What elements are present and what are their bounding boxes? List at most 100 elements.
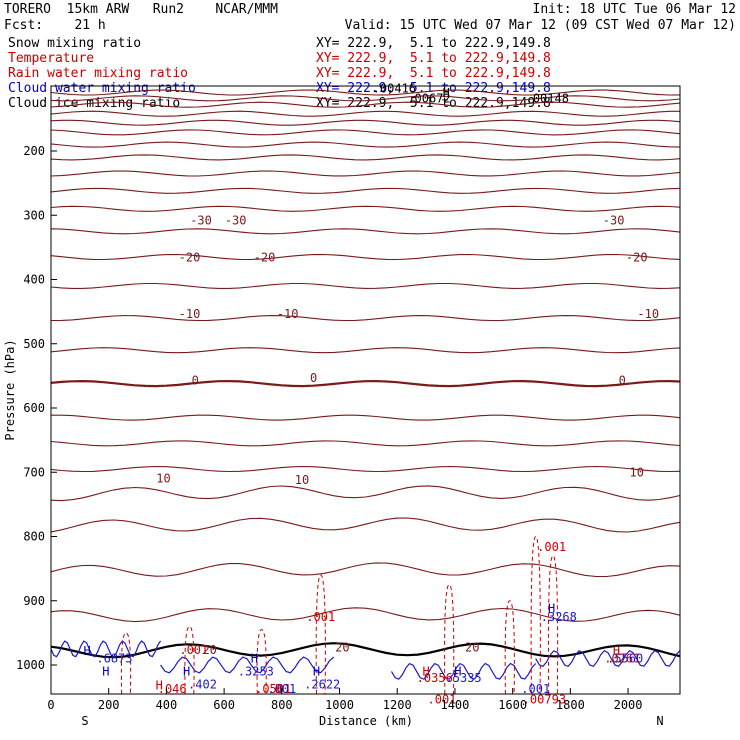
extremum-marker: H — [454, 664, 461, 678]
isotherm-line — [50, 187, 681, 194]
north-label: N — [656, 714, 663, 728]
temperature-label: 0 — [310, 371, 317, 385]
model-title: TORERO 15km ARW Run2 NCAR/MMM — [4, 2, 278, 17]
temperature-label: -10 — [637, 307, 659, 321]
rain-water-contour — [504, 600, 515, 694]
rain-label: .00793 — [523, 693, 566, 707]
rain-water-contour — [315, 574, 326, 694]
extremum-marker: H — [613, 644, 620, 658]
temperature-label: 0 — [619, 373, 626, 387]
x-tick-label: 400 — [156, 698, 178, 712]
temperature-label: -20 — [179, 251, 201, 265]
temperature-label: -10 — [277, 307, 299, 321]
isotherm-line — [50, 101, 681, 108]
temperature-label: 0 — [192, 373, 199, 387]
rain-label: .0261 — [604, 652, 640, 666]
extremum-marker: H — [548, 601, 555, 615]
isotherm-line — [50, 517, 681, 533]
legend-name-rain: Rain water mixing ratio — [8, 66, 189, 81]
cloud-label: .6873 — [96, 652, 132, 666]
temperature-label: 20 — [202, 643, 216, 657]
isotherm-line — [50, 89, 681, 96]
x-tick-label: 1200 — [383, 698, 412, 712]
rain-label: .001 — [179, 643, 208, 657]
isotherm-line — [50, 154, 681, 161]
cloud-water-contour — [160, 656, 335, 674]
isotherm-line — [50, 141, 681, 148]
x-tick-label: 1400 — [440, 698, 469, 712]
isotherm-line — [51, 414, 681, 421]
contour-labels: -30 -30 -30 -20 -20 -20 -10 -10 -10 0 0 0 10 10 10 20 20… — [83, 82, 659, 707]
x-tick-label: 600 — [213, 698, 235, 712]
rain-water-contour — [547, 555, 559, 694]
legend-xy-snow: XY= 222.9, 5.1 to 222.9,149.8 — [316, 36, 551, 51]
legend-xy-rain: XY= 222.9, 5.1 to 222.9,149.8 — [316, 66, 551, 81]
cloud-label: .402 — [188, 677, 217, 691]
extremum-marker: H — [275, 682, 282, 696]
temperature-label: 10 — [156, 472, 170, 486]
legend-name-temperature: Temperature — [8, 51, 95, 66]
y-tick-label: 200 — [23, 144, 45, 158]
isotherm-line — [50, 347, 681, 354]
x-tick-label: 1800 — [556, 698, 585, 712]
rain-label: .001 — [537, 540, 566, 554]
rain-water-contour — [530, 535, 541, 694]
plot-frame — [50, 85, 681, 695]
isotherm-line — [50, 440, 681, 447]
cloud-label: .5335 — [446, 671, 482, 685]
cloud-water-contour — [390, 662, 537, 680]
temperature-label: -20 — [254, 251, 276, 265]
isotherm-line — [50, 205, 681, 212]
extremum-marker: H — [83, 644, 90, 658]
rain-label: .046 — [158, 682, 187, 696]
y-tick-label: 1000 — [16, 658, 45, 672]
isotherm-line — [50, 485, 681, 502]
extremum-marker: H — [183, 664, 190, 678]
x-tick-label: 2000 — [614, 698, 643, 712]
isotherm-line — [50, 95, 681, 102]
temperature-label: 20 — [465, 641, 479, 655]
temperature-label: 10 — [295, 473, 309, 487]
axes: 0 200 400 600 800 1000 1200 1400 1600 1800 2000200… — [16, 144, 642, 712]
y-tick-label: 500 — [23, 337, 45, 351]
cloud-water-contours — [50, 640, 681, 680]
rain-label: .0356 — [417, 671, 453, 685]
legend-name-snow: Snow mixing ratio — [8, 36, 142, 51]
cloud-label: .2622 — [304, 677, 340, 691]
temperature-label: -30 — [603, 213, 625, 227]
y-tick-label: 600 — [23, 401, 45, 415]
temperature-label: -10 — [179, 307, 201, 321]
legend-name-cloud-water: Cloud water mixing ratio — [8, 81, 196, 96]
x-tick-label: 200 — [98, 698, 120, 712]
extremum-marker: H — [422, 664, 429, 678]
temperature-label: -30 — [190, 213, 212, 227]
temperature-label: 20 — [335, 641, 349, 655]
isotherm-line — [50, 282, 681, 289]
temperature-label: -20 — [626, 251, 648, 265]
x-tick-label: 1600 — [498, 698, 527, 712]
isotherm-line — [50, 129, 681, 136]
legend-name-cloud-ice: Cloud ice mixing ratio — [8, 96, 181, 111]
extremum-marker: H — [313, 664, 320, 678]
x-tick-label: 800 — [271, 698, 293, 712]
y-tick-label: 800 — [23, 530, 45, 544]
rain-water-contour — [120, 632, 132, 694]
rain-water-contour — [444, 584, 455, 694]
temperature-label: 10 — [629, 465, 643, 479]
isotherm-line — [50, 315, 681, 322]
isotherm-line — [50, 119, 681, 126]
y-tick-label: 700 — [23, 465, 45, 479]
isotherm-line — [50, 170, 681, 177]
cloud-water-contour — [535, 649, 681, 668]
isotherm-line — [50, 110, 680, 117]
y-tick-label: 900 — [23, 594, 45, 608]
valid-time: Valid: 15 UTC Wed 07 Mar 12 (09 CST Wed … — [344, 18, 736, 33]
cloud-label: .5560 — [607, 652, 643, 666]
isotherm-line — [50, 253, 681, 261]
cloud-label: .3253 — [238, 664, 274, 678]
isotherm-line — [50, 465, 681, 473]
extremum-marker: H — [156, 679, 163, 693]
y-tick-label: 400 — [23, 273, 45, 287]
x-axis-label: Distance (km) — [319, 714, 413, 728]
